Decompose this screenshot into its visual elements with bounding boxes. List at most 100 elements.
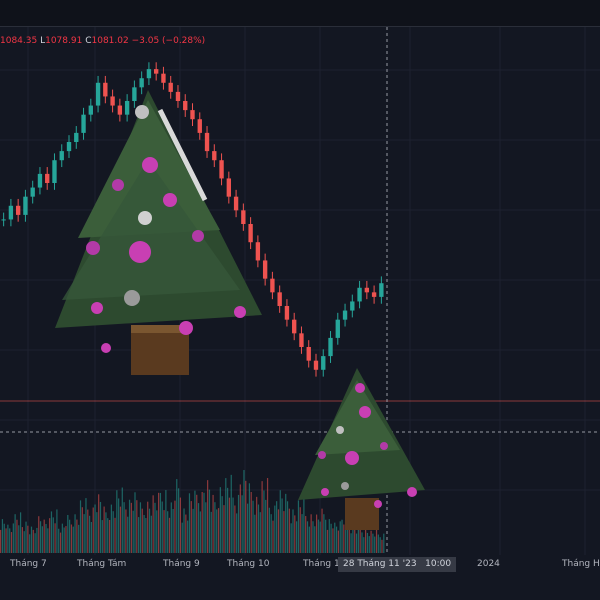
volume-bar — [59, 532, 62, 553]
volume-bar — [227, 487, 229, 553]
crosshair-date: 28 Tháng 11 '23 — [343, 559, 417, 569]
volume-bar — [168, 517, 171, 553]
top-toolbar-strip — [0, 0, 600, 26]
candle-body — [175, 91, 181, 101]
x-tick-label: Tháng 10 — [227, 559, 270, 569]
candle-body — [284, 306, 290, 320]
volume-bar — [366, 532, 369, 553]
volume-bar — [150, 515, 152, 553]
volume-bar — [325, 519, 327, 553]
volume-bar — [112, 511, 114, 553]
volume-bar — [339, 521, 341, 553]
candle-body — [219, 160, 224, 179]
volume-bar — [134, 492, 136, 553]
volume-bar — [210, 511, 212, 553]
candle-body — [190, 110, 195, 120]
candle-body — [161, 73, 166, 83]
volume-bar — [63, 527, 65, 553]
volume-bar — [110, 504, 112, 553]
ohlc-legend: 1084.35 L1078.91 C1081.02 −3.05 (−0.28%) — [0, 36, 205, 46]
volume-bar — [3, 523, 5, 553]
volume-bar — [1, 519, 4, 553]
x-tick-label: Tháng Tám — [77, 559, 127, 569]
volume-bar — [105, 512, 107, 553]
candle-body — [168, 82, 173, 92]
volume-bar — [49, 518, 51, 553]
volume-bar — [10, 532, 13, 553]
volume-bar — [237, 494, 240, 553]
volume-bar — [78, 524, 80, 553]
candle-body — [292, 319, 297, 334]
volume-bar — [36, 527, 38, 553]
volume-bar — [101, 520, 103, 553]
volume-bar — [98, 494, 100, 553]
volume-bar — [217, 508, 220, 553]
candle-body — [204, 132, 210, 152]
volume-bar — [334, 522, 336, 553]
volume-bar — [272, 520, 274, 553]
volume-bar — [241, 495, 243, 553]
volume-bar — [343, 524, 345, 553]
candle-body — [277, 292, 282, 306]
candles[interactable] — [1, 62, 384, 377]
candle-body — [226, 178, 231, 197]
volume-bar — [239, 484, 241, 553]
volume-bar — [274, 505, 276, 553]
volume-bar — [65, 526, 67, 553]
volume-bar — [192, 508, 194, 553]
candle-body — [335, 319, 340, 338]
volume-bar — [330, 523, 332, 553]
volume-bar — [72, 526, 74, 553]
volume-bars — [0, 470, 385, 553]
volume-bar — [123, 502, 125, 553]
volume-bar — [21, 527, 24, 553]
volume-bar — [354, 528, 356, 553]
volume-bar — [370, 530, 372, 553]
volume-bar — [323, 514, 325, 553]
volume-bar — [256, 496, 258, 553]
volume-bar — [43, 519, 45, 553]
volume-bar — [119, 506, 122, 553]
volume-bar — [248, 483, 251, 553]
candle-body — [110, 96, 115, 106]
candle-body — [95, 82, 101, 106]
candle-body — [8, 205, 14, 220]
x-axis[interactable]: Tháng 7 Tháng Tám Tháng 9 Tháng 10 Tháng… — [0, 555, 600, 575]
volume-bar — [103, 506, 105, 553]
volume-bar — [56, 509, 58, 553]
volume-bar — [152, 495, 154, 553]
volume-bar — [5, 528, 7, 553]
volume-bar — [47, 528, 49, 553]
volume-bar — [30, 526, 33, 553]
candle-body — [255, 242, 261, 261]
volume-bar — [207, 480, 209, 553]
volume-bar — [114, 517, 116, 553]
volume-bar — [85, 498, 87, 553]
volume-bar — [332, 528, 334, 553]
volume-bar — [29, 534, 31, 553]
volume-bar — [165, 490, 167, 553]
volume-bar — [214, 502, 216, 553]
candle-body — [241, 210, 246, 224]
volume-bar — [355, 533, 358, 553]
volume-bar — [230, 474, 232, 553]
volume-bar — [254, 514, 256, 553]
volume-bar — [303, 498, 305, 553]
volume-bar — [138, 517, 140, 553]
candle-body — [52, 160, 57, 183]
candle-body — [233, 196, 239, 211]
candle-body — [371, 292, 377, 297]
volume-bar — [234, 505, 236, 553]
volume-bar — [306, 521, 309, 553]
open-value: 1084.35 — [0, 36, 38, 46]
candle-body — [132, 87, 137, 101]
candle-body — [183, 101, 188, 111]
candle-body — [262, 260, 268, 279]
volume-bar — [116, 490, 118, 553]
volume-bar — [276, 501, 278, 553]
volume-bar — [357, 525, 359, 553]
volume-bar — [381, 539, 383, 553]
volume-bar — [145, 518, 147, 553]
volume-bar — [52, 517, 54, 553]
